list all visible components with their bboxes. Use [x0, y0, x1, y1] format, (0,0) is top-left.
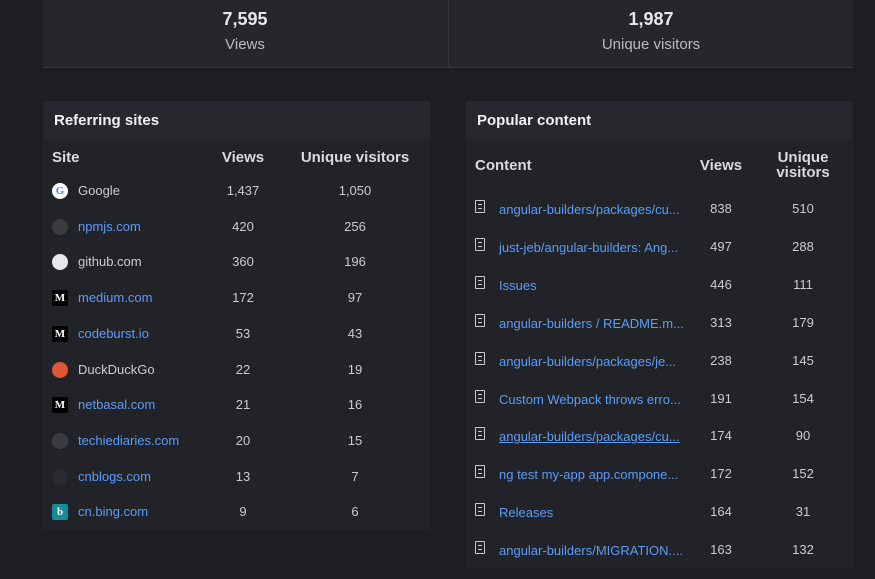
unique-visitors: 152 [792, 466, 814, 482]
site-icon: M [52, 325, 68, 342]
views: 53 [235, 325, 251, 341]
views: 238 [710, 352, 732, 368]
column-header: Content [475, 157, 532, 174]
file-icon [475, 389, 485, 403]
file-icon [475, 427, 485, 441]
content-link[interactable]: Issues [499, 277, 537, 293]
stat-value: 1,987 [628, 9, 674, 29]
views: 497 [710, 238, 732, 254]
file-icon [475, 313, 485, 327]
file-icon [475, 541, 485, 555]
views: 20 [235, 432, 251, 448]
views: 1,437 [226, 183, 260, 198]
panel-title: Popular content [477, 112, 592, 129]
views: 21 [235, 397, 251, 413]
column-header: Unique visitors [300, 149, 410, 166]
column-header: Unique visitors [776, 149, 830, 181]
unique-visitors: 196 [344, 254, 366, 270]
content-link[interactable]: angular-builders / README.m... [499, 315, 684, 331]
site-icon [52, 254, 68, 271]
referring-panel [43, 101, 430, 530]
stat-label: Views [225, 36, 265, 53]
content-link[interactable]: angular-builders/packages/cu... [499, 202, 680, 217]
content-link[interactable]: just-jeb/angular-builders: Ang... [499, 239, 679, 255]
stat-value: 7,595 [222, 9, 268, 29]
popular-panel [466, 101, 853, 568]
unique-visitors: 7 [351, 468, 359, 484]
panel-title: Referring sites [54, 112, 160, 129]
site-icon: b [52, 504, 68, 521]
views: 420 [232, 218, 254, 234]
unique-visitors: 132 [792, 542, 814, 558]
unique-visitors: 19 [347, 361, 363, 377]
views: 191 [710, 390, 732, 406]
unique-visitors: 1,050 [338, 183, 372, 198]
stat-label: Unique visitors [601, 36, 701, 53]
views: 838 [710, 201, 732, 216]
site-icon [52, 218, 68, 235]
content-link[interactable]: angular-builders/MIGRATION.... [499, 543, 683, 559]
views: 172 [710, 466, 732, 482]
unique-visitors: 31 [795, 504, 811, 520]
site-name[interactable]: cnblogs.com [78, 468, 151, 484]
unique-visitors: 6 [351, 504, 359, 520]
unique-visitors: 154 [792, 390, 814, 406]
site-name[interactable]: npmjs.com [78, 218, 141, 234]
content-link[interactable]: ng test my-app app.compone... [499, 467, 679, 483]
panel-header [43, 101, 430, 139]
site-name: DuckDuckGo [78, 361, 155, 377]
views: 174 [710, 428, 732, 444]
site-icon [52, 432, 68, 449]
unique-visitors: 256 [344, 218, 366, 234]
site-name[interactable]: techiediaries.com [78, 432, 180, 448]
views: 22 [235, 361, 251, 377]
file-icon [475, 237, 485, 251]
views: 360 [232, 254, 254, 270]
unique-visitors: 15 [347, 432, 363, 448]
file-icon [475, 465, 485, 479]
views: 164 [710, 504, 732, 520]
content-link[interactable]: Releases [499, 505, 554, 521]
views: 163 [710, 542, 732, 558]
file-icon [475, 200, 485, 213]
site-icon: G [52, 183, 68, 199]
unique-visitors: 97 [347, 290, 363, 306]
site-icon: M [52, 397, 68, 414]
site-name[interactable]: codeburst.io [78, 325, 149, 341]
unique-visitors: 90 [795, 428, 811, 444]
file-icon [475, 351, 485, 365]
site-icon [52, 468, 68, 485]
views: 313 [710, 314, 732, 330]
views: 13 [235, 468, 251, 484]
views: 446 [710, 276, 732, 292]
unique-visitors: 288 [792, 238, 814, 254]
unique-visitors: 179 [792, 314, 814, 330]
unique-visitors: 510 [792, 201, 814, 216]
views: 172 [232, 290, 254, 306]
file-icon [475, 275, 485, 289]
unique-visitors: 43 [347, 325, 363, 341]
content-link[interactable]: angular-builders/packages/cu... [499, 429, 680, 445]
column-header: Views [699, 157, 743, 174]
site-icon: M [52, 290, 68, 307]
unique-visitors: 111 [793, 276, 813, 292]
site-name[interactable]: netbasal.com [78, 397, 156, 413]
site-icon [52, 361, 68, 378]
divider [448, 0, 449, 67]
unique-visitors: 145 [792, 352, 814, 368]
column-header: Views [221, 149, 265, 166]
stats-panel [43, 0, 853, 68]
site-name[interactable]: medium.com [78, 290, 153, 306]
views: 9 [239, 504, 247, 520]
site-name[interactable]: cn.bing.com [78, 504, 149, 520]
file-icon [475, 503, 485, 517]
site-name: Google [78, 183, 120, 198]
column-header: Site [52, 149, 80, 166]
content-link[interactable]: angular-builders/packages/je... [499, 353, 677, 369]
unique-visitors: 16 [347, 397, 363, 413]
content-link[interactable]: Custom Webpack throws erro... [499, 391, 681, 407]
site-name: github.com [78, 254, 142, 270]
panel-header [466, 101, 853, 139]
